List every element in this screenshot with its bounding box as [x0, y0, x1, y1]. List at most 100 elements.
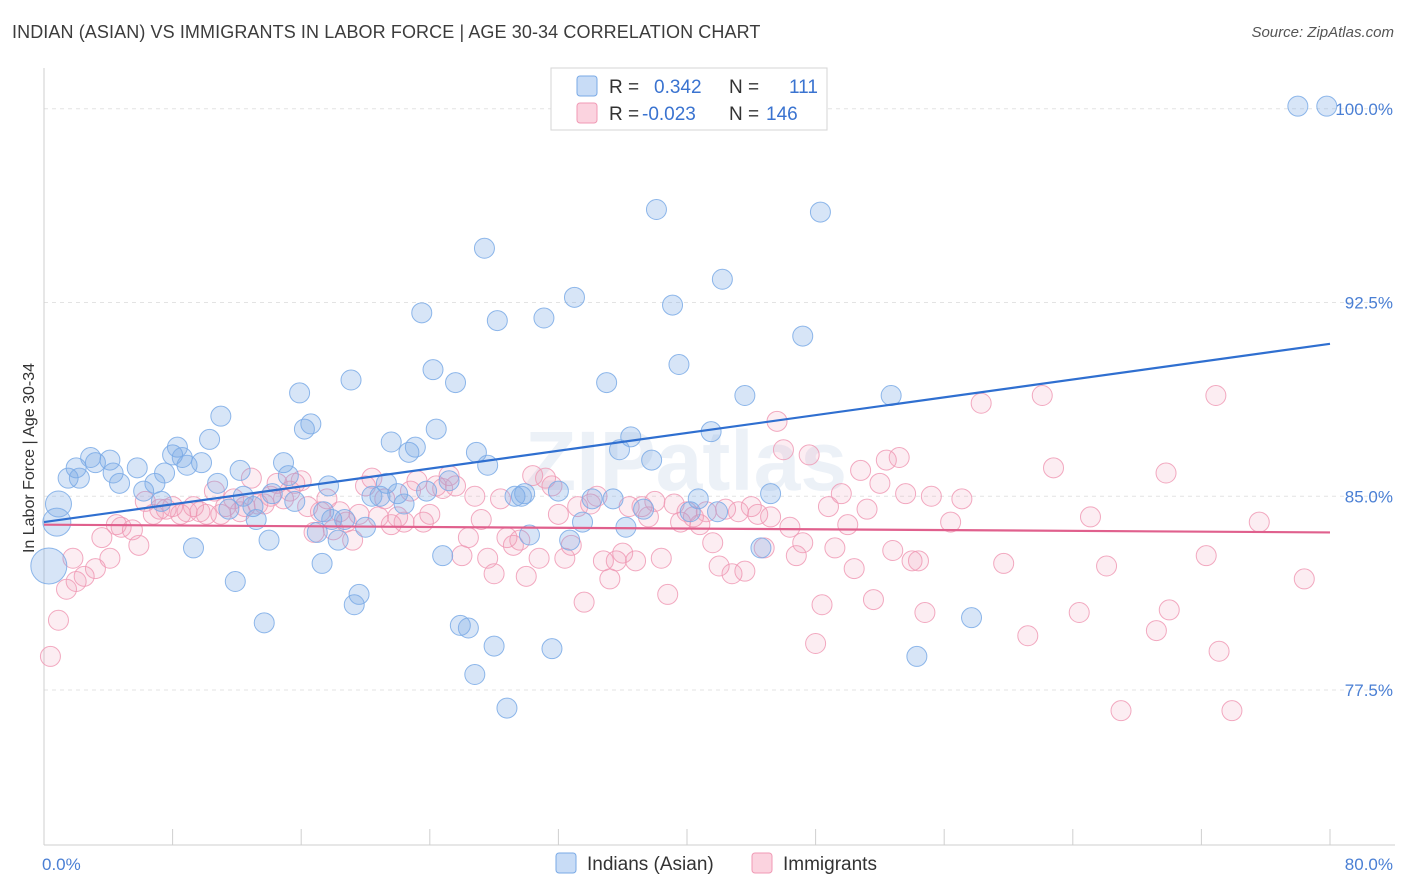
indian-point [432, 545, 454, 567]
immigrant-point [470, 509, 492, 530]
immigrant-point [477, 547, 499, 569]
indian-point [645, 199, 667, 220]
immigrant-point [850, 459, 872, 481]
immigrant-point [1110, 700, 1132, 722]
indian-point [109, 472, 131, 494]
indian-point [750, 537, 772, 559]
indian-point [514, 483, 536, 505]
indian-point [102, 462, 124, 484]
immigrant-point [1208, 640, 1230, 662]
chart-title: INDIAN (ASIAN) VS IMMIGRANTS IN LABOR FO… [12, 22, 761, 42]
immigrant-point [612, 542, 634, 564]
immigrant-point [1158, 599, 1180, 621]
indian-point [313, 501, 335, 523]
indian-point [57, 467, 79, 489]
indian-point [416, 480, 438, 502]
immigrant-point [817, 496, 839, 518]
legend-r-label-immigrants: R = [609, 104, 639, 125]
immigrant-point [1043, 457, 1065, 479]
indian-point [668, 354, 690, 375]
trend-line-immigrants [43, 523, 1331, 534]
immigrant-point [1068, 602, 1090, 623]
immigrant-point [195, 503, 217, 525]
indian-point [207, 472, 229, 494]
immigrant-point [970, 392, 992, 414]
indian-point [533, 307, 555, 329]
indian-point [445, 372, 467, 394]
immigrant-point [888, 447, 910, 468]
indian-point [679, 501, 701, 523]
immigrant-point [400, 480, 422, 502]
indian-point [289, 382, 311, 404]
immigrant-point [734, 560, 756, 582]
indian-point [602, 488, 624, 510]
legend-r-label-indians: R = [609, 77, 639, 98]
immigrant-point [1195, 545, 1217, 567]
immigrant-point [1096, 555, 1118, 577]
immigrant-point [464, 485, 486, 507]
immigrant-point [882, 540, 904, 561]
immigrant-point [907, 550, 929, 572]
immigrant-point [914, 602, 936, 623]
indian-point [760, 483, 782, 505]
immigrant-point [1221, 700, 1243, 722]
indian-point [496, 697, 518, 719]
immigrant-point [657, 583, 679, 605]
immigrant-point [760, 506, 782, 528]
indian-point [210, 405, 232, 427]
immigrant-point [869, 472, 891, 494]
indian-point [510, 485, 532, 507]
immigrant-point [901, 550, 923, 572]
y-tick-label-1: 85.0% [1345, 487, 1393, 506]
indian-point [711, 268, 733, 290]
indian-point [411, 302, 433, 324]
indian-point [300, 413, 322, 435]
indian-point [620, 426, 642, 448]
top-legend: R = 0.342 N = 111 R = -0.023 N = 146 [550, 67, 828, 131]
indian-point [245, 509, 267, 530]
immigrant-point [1293, 568, 1315, 590]
indian-point [393, 493, 415, 515]
indian-point [311, 552, 333, 574]
immigrant-point [1205, 385, 1227, 406]
indian-point [449, 614, 471, 636]
indian-point [218, 498, 240, 520]
immigrant-point [862, 589, 884, 611]
indian-point [258, 529, 280, 551]
indian-point [327, 529, 349, 551]
y-axis-title: In Labor Force | Age 30-34 [21, 363, 38, 553]
indian-point [1287, 95, 1309, 117]
indian-point [199, 428, 221, 450]
immigrant-point [772, 439, 794, 461]
indian-point [133, 480, 155, 502]
legend-r-value-immigrants: -0.023 [642, 104, 696, 125]
indian-point [707, 501, 729, 523]
immigrant-point [785, 545, 807, 567]
indian-point [464, 664, 486, 685]
indian-point [563, 286, 585, 308]
indian-point [126, 457, 148, 479]
immigrant-point [451, 545, 473, 567]
indian-point [318, 475, 340, 497]
indian-point [261, 483, 283, 505]
indian-point [242, 496, 264, 518]
watermark: ZIPatlas [525, 414, 847, 508]
indian-point [483, 635, 505, 657]
indian-point [541, 638, 563, 660]
immigrant-point [457, 527, 479, 549]
immigrant-point [1145, 620, 1167, 642]
indian-point [277, 465, 299, 487]
trend-line-indians [43, 342, 1331, 524]
indian-point [229, 459, 251, 481]
indian-point [734, 385, 756, 406]
immigrant-point [715, 498, 737, 520]
indian-point [792, 325, 814, 347]
indian-point [477, 454, 499, 476]
immigrant-point [708, 555, 730, 577]
indian-point [30, 547, 68, 585]
indian-point [486, 310, 508, 332]
immigrant-point [84, 558, 106, 580]
bottom-legend-swatch-immigrants [751, 852, 773, 874]
legend-r-value-indians: 0.342 [654, 77, 702, 98]
immigrant-point [240, 467, 262, 489]
